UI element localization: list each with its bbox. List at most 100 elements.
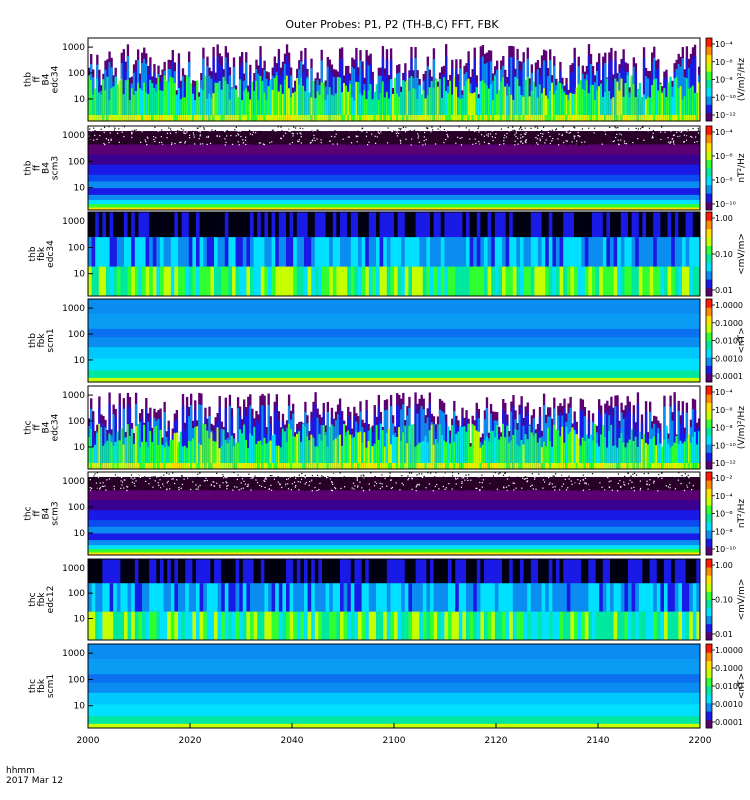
y-tick-label: 1000 (62, 43, 85, 53)
colorbar-tick-label: 10⁻⁸ (715, 527, 733, 536)
colorbar-tick-label: 10⁻¹² (715, 459, 736, 468)
x-tick-label: 2040 (281, 736, 304, 746)
x-footer-date: 2017 Mar 12 (6, 776, 63, 786)
y-tick-label: 1000 (62, 477, 85, 487)
y-tick-label: 100 (68, 330, 85, 340)
plot-frame (87, 298, 701, 383)
y-tick-label: 100 (68, 243, 85, 253)
plot-frame (87, 211, 701, 297)
y-tick-label: 1000 (62, 304, 85, 314)
x-tick-label: 2100 (383, 736, 406, 746)
panel-3: 1000 100 10 thbfbkscm1 1.0000 0.1000 0.0100 0.0… (28, 298, 747, 383)
y-tick-label: 100 (68, 417, 85, 427)
y-tick-label: 10 (74, 184, 86, 194)
colorbar-tick-label: 0.0100 (715, 337, 743, 346)
panel-6: 1000 100 10 thcfbkedc12 1.00 0.10 0.01 <mV/m> (28, 558, 747, 641)
colorbar-tick-label: 0.1000 (715, 319, 743, 328)
y-tick-label: 1000 (62, 131, 85, 141)
spectrogram-5 (88, 472, 700, 555)
y-tick-label: 100 (68, 69, 85, 79)
y-tick-label: 1000 (62, 649, 85, 659)
panel-ylabel: thbfbkedc34 (28, 240, 56, 268)
y-tick-label: 100 (68, 157, 85, 167)
colorbar-tick-label: 0.10 (715, 250, 733, 259)
colorbar-tick-label: 0.01 (715, 286, 733, 295)
panel-ylabel: thcfbkedc12 (28, 586, 56, 614)
colorbar-unit: nT²/Hz (737, 499, 747, 529)
x-tick-label: 2000 (77, 736, 100, 746)
y-tick-label: 10 (74, 614, 86, 624)
x-tick-label: 2120 (485, 736, 508, 746)
y-tick-label: 10 (74, 443, 86, 453)
panel-ylabel: thcffB4edc34 (24, 413, 61, 441)
colorbar-tick-label: 0.0001 (715, 718, 743, 727)
spectrogram-4 (88, 386, 700, 469)
colorbar-tick-label: 1.00 (715, 214, 733, 223)
colorbar-unit: <mV/m> (737, 579, 747, 621)
colorbar-tick-label: 10⁻⁸ (715, 176, 733, 185)
x-footer-hhmm: hhmm (6, 766, 35, 776)
panel-ylabel: thcffB4scm3 (24, 501, 61, 525)
x-tick-label: 2200 (689, 736, 712, 746)
colorbar-tick-label: 10⁻⁶ (715, 58, 733, 67)
colorbar: 10⁻² 10⁻⁴ 10⁻⁶ 10⁻⁸ 10⁻¹⁰ nT²/Hz (705, 471, 747, 556)
colorbar: 1.00 0.10 0.01 <mV/m> (705, 558, 747, 641)
spectrogram-2 (88, 212, 700, 296)
colorbar-tick-label: 0.1000 (715, 664, 743, 673)
colorbar-unit: nT²/Hz (737, 153, 747, 183)
y-tick-label: 100 (68, 589, 85, 599)
y-tick-label: 1000 (62, 564, 85, 574)
spectrogram-3 (88, 299, 700, 382)
colorbar-tick-label: 10⁻¹⁰ (715, 545, 736, 554)
colorbar-tick-label: 10⁻⁴ (715, 40, 733, 49)
panel-1: 1000 100 10 thbffB4scm3 10⁻⁴ 10⁻⁶ 10⁻⁸ 10⁻¹⁰ nT²… (24, 125, 747, 211)
y-tick-label: 10 (74, 356, 86, 366)
panels: 1000 100 10 thbffB4edc34 10⁻⁴ 10⁻⁶ 10⁻⁸ 10⁻¹⁰ 10… (24, 37, 747, 729)
colorbar-tick-label: 0.0100 (715, 682, 743, 691)
y-tick-label: 10 (74, 95, 86, 105)
colorbar-tick-label: 0.0010 (715, 700, 743, 709)
plot-frame (87, 37, 701, 122)
y-tick-label: 100 (68, 503, 85, 513)
colorbar: 1.0000 0.1000 0.0100 0.0010 0.0001 <nT> (705, 643, 747, 729)
colorbar-tick-label: 10⁻⁸ (715, 424, 733, 433)
figure-title: Outer Probes: P1, P2 (TH-B,C) FFT, FBK (285, 18, 499, 31)
colorbar-tick-label: 1.0000 (715, 301, 743, 310)
colorbar-tick-label: 10⁻¹² (715, 111, 736, 120)
colorbar-tick-label: 10⁻⁶ (715, 406, 733, 415)
panel-7: 1000 100 10 thcfbkscm1 1.0000 0.1000 0.0100 0.0… (28, 643, 747, 729)
colorbar-tick-label: 10⁻¹⁰ (715, 93, 736, 102)
colorbar-unit: <nT> (737, 673, 747, 699)
x-tick-label: 2140 (587, 736, 610, 746)
x-tick-label: 2020 (179, 736, 202, 746)
colorbar: 10⁻⁴ 10⁻⁶ 10⁻⁸ 10⁻¹⁰ nT²/Hz (705, 125, 747, 211)
y-tick-label: 1000 (62, 217, 85, 227)
panel-5: 1000 100 10 thcffB4scm3 10⁻² 10⁻⁴ 10⁻⁶ 10⁻⁸ 10⁻¹… (24, 471, 747, 556)
colorbar: 1.0000 0.1000 0.0100 0.0010 0.0001 <nT> (705, 298, 747, 383)
colorbar-tick-label: 10⁻⁸ (715, 76, 733, 85)
panel-ylabel: thbffB4edc34 (24, 65, 61, 93)
colorbar: 1.00 0.10 0.01 <mV/m> (705, 211, 747, 297)
panel-2: 1000 100 10 thbfbkedc34 1.00 0.10 0.01 <mV/m> (28, 211, 747, 297)
colorbar-tick-label: 1.0000 (715, 646, 743, 655)
panel-4: 100010010thcffB4edc3410⁻⁴10⁻⁶10⁻⁸10⁻¹⁰10… (24, 385, 747, 470)
colorbar-tick-label: 10⁻⁶ (715, 510, 733, 519)
colorbar-tick-label: 0.0001 (715, 372, 743, 381)
colorbar: 10⁻⁴ 10⁻⁶ 10⁻⁸ 10⁻¹⁰ 10⁻¹² (V/m)²/Hz (705, 37, 747, 122)
colorbar-unit: <mV/m> (737, 233, 747, 275)
colorbar-tick-label: 10⁻¹⁰ (715, 441, 736, 450)
panel-0: 1000 100 10 thbffB4edc34 10⁻⁴ 10⁻⁶ 10⁻⁸ 10⁻¹⁰ 10… (24, 37, 747, 122)
plot-frame (87, 385, 701, 470)
plot-frame (87, 471, 701, 556)
y-tick-label: 100 (68, 675, 85, 685)
panel-ylabel: thcfbkscm1 (28, 674, 56, 698)
colorbar-tick-label: 10⁻¹⁰ (715, 200, 736, 209)
panel-ylabel: thbffB4scm3 (24, 156, 61, 180)
colorbar: 10⁻⁴ 10⁻⁶ 10⁻⁸ 10⁻¹⁰ 10⁻¹² (V/m)²/Hz (705, 385, 747, 470)
spectrogram-0 (88, 38, 700, 121)
panel-ylabel: thbfbkscm1 (28, 328, 56, 352)
spectrogram-6 (88, 559, 700, 640)
y-tick-label: 1000 (62, 391, 85, 401)
colorbar-tick-label: 0.01 (715, 630, 733, 639)
